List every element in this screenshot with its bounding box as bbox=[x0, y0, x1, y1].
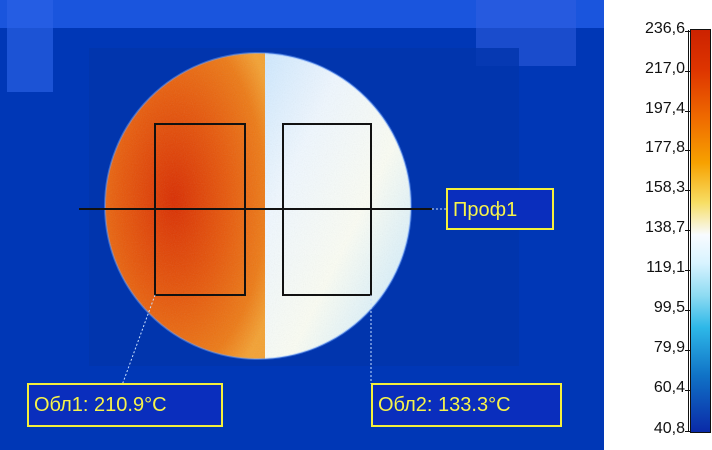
scale-tick-10 bbox=[685, 390, 690, 391]
scale-label-2: 217,0 bbox=[644, 60, 685, 77]
area2-label[interactable]: Обл2: 133.3°C bbox=[371, 383, 562, 427]
area2-rectangle[interactable] bbox=[282, 123, 372, 296]
scale-tick-8 bbox=[685, 310, 690, 311]
scale-tick-3 bbox=[685, 111, 690, 112]
scale-label-4: 177,8 bbox=[644, 139, 685, 156]
area1-rectangle[interactable] bbox=[154, 123, 246, 296]
scale-tick-1 bbox=[685, 31, 690, 32]
scale-tick-2 bbox=[685, 71, 690, 72]
scale-tick-6 bbox=[685, 230, 690, 231]
area1-leader-line bbox=[120, 294, 156, 389]
scale-tick-5 bbox=[685, 190, 690, 191]
thermal-image-view: Проф1 Обл1: 210.9°C Обл2: 133.3°C bbox=[0, 0, 604, 450]
temperature-scale-labels: 236,6 217,0 197,4 177,8 158,3 138,7 119,… bbox=[606, 0, 685, 450]
scale-label-7: 119,1 bbox=[646, 259, 685, 276]
scale-label-1: 236,6 bbox=[644, 20, 685, 37]
scale-label-10: 60,4 bbox=[653, 379, 685, 396]
left-reflection bbox=[7, 0, 53, 92]
thermal-image-icon bbox=[0, 0, 604, 450]
scale-label-3: 197,4 bbox=[644, 100, 685, 117]
scale-label-8: 99,5 bbox=[653, 299, 685, 316]
scale-tick-11 bbox=[685, 431, 690, 432]
scale-label-6: 138,7 bbox=[644, 219, 685, 236]
scale-label-11: 40,8 bbox=[653, 420, 685, 437]
scale-label-9: 79,9 bbox=[653, 339, 685, 356]
temperature-scale-icon bbox=[690, 29, 711, 433]
scale-tick-4 bbox=[685, 150, 690, 151]
disk-edge bbox=[104, 52, 412, 360]
profile-label[interactable]: Проф1 bbox=[446, 188, 554, 230]
thermal-texture bbox=[105, 53, 411, 359]
scale-tick-7 bbox=[685, 270, 690, 271]
scale-label-5: 158,3 bbox=[644, 179, 685, 196]
temperature-scale-panel: 236,6 217,0 197,4 177,8 158,3 138,7 119,… bbox=[604, 0, 712, 450]
scale-tick-9 bbox=[685, 350, 690, 351]
area1-label[interactable]: Обл1: 210.9°C bbox=[27, 383, 223, 427]
